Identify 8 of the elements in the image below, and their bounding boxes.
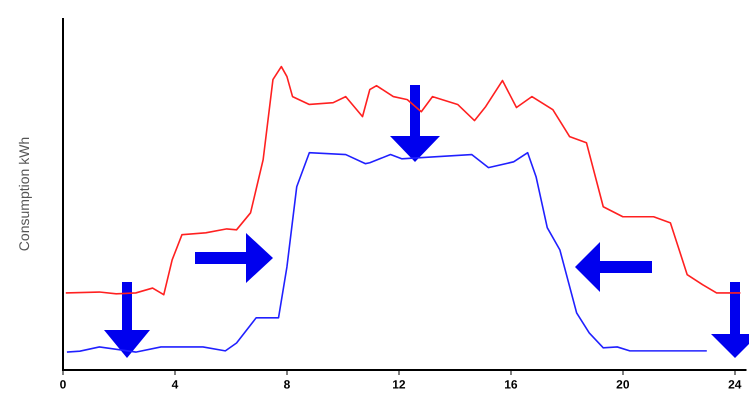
x-tick-label: 12 — [392, 378, 406, 392]
x-tick-label: 24 — [728, 378, 742, 392]
x-tick-label: 8 — [284, 378, 291, 392]
x-tick-label: 20 — [616, 378, 630, 392]
x-tick-label: 0 — [60, 378, 67, 392]
y-axis-title: Consumption kWh — [16, 136, 32, 252]
x-tick-label: 4 — [172, 378, 179, 392]
x-tick-label: 16 — [504, 378, 518, 392]
